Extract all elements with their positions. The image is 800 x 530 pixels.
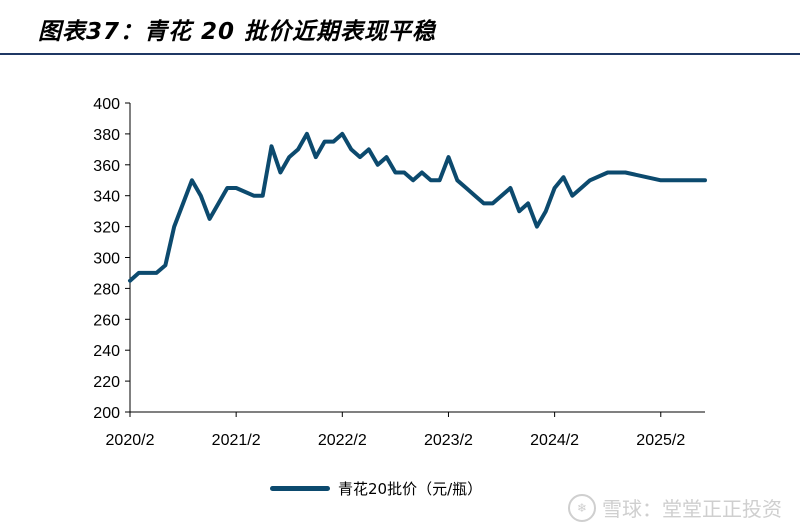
y-tick-label: 280 — [93, 281, 120, 298]
legend-swatch — [270, 486, 330, 491]
series-layer — [128, 131, 707, 283]
y-tick-label: 220 — [93, 374, 120, 391]
y-tick-label: 340 — [93, 189, 120, 206]
x-tick-label: 2024/2 — [530, 432, 579, 449]
y-tick-label: 360 — [93, 158, 120, 175]
y-tick-label: 240 — [93, 343, 120, 360]
chart-legend: 青花20批价（元/瓶） — [270, 478, 482, 499]
watermark-text: 雪球：堂堂正正投资 — [602, 497, 782, 521]
chart-axes — [129, 103, 705, 413]
y-tick-label: 380 — [93, 127, 120, 144]
x-tick-label: 2021/2 — [212, 432, 261, 449]
legend-label: 青花20批价（元/瓶） — [338, 480, 483, 498]
watermark: ❄ 雪球：堂堂正正投资 — [568, 493, 782, 522]
title-divider — [0, 53, 800, 55]
series-line — [128, 131, 707, 283]
x-axis-ticks: 2020/2 2021/2 2022/2 2023/2 2024/2 2025/2 — [106, 412, 685, 449]
chart-title: 图表37：青花 20 批价近期表现平稳 — [38, 19, 437, 45]
x-tick-label: 2022/2 — [318, 432, 367, 449]
y-tick-label: 400 — [93, 96, 120, 113]
y-axis-ticks: 200 220 240 260 280 300 320 340 360 380 400 — [93, 96, 130, 422]
y-tick-label: 320 — [93, 220, 120, 237]
x-tick-label: 2023/2 — [424, 432, 473, 449]
snowball-logo-icon: ❄ — [568, 493, 596, 522]
y-tick-label: 300 — [93, 251, 120, 268]
x-tick-label: 2020/2 — [106, 432, 155, 449]
x-tick-label: 2025/2 — [636, 432, 685, 449]
y-tick-label: 260 — [93, 312, 120, 329]
y-tick-label: 200 — [93, 405, 120, 422]
